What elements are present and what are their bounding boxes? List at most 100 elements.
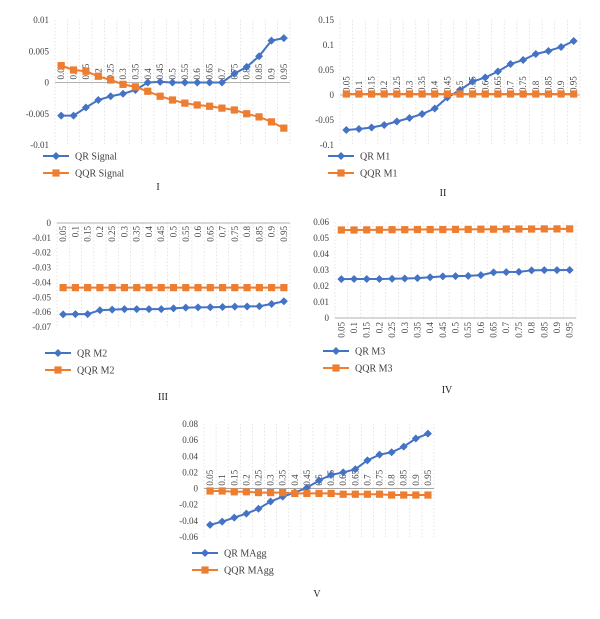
data-point (133, 284, 141, 292)
data-point (519, 56, 528, 64)
data-point (94, 96, 103, 104)
x-tick-label: 0.85 (254, 226, 264, 242)
panel-label: II (440, 188, 447, 199)
data-point (355, 90, 363, 98)
legend-label: QR M2 (77, 349, 107, 360)
data-point (375, 450, 384, 459)
panel-label: I (156, 182, 159, 193)
x-tick-label: 0.65 (205, 226, 215, 242)
panel-iii: 0 -0.01 -0.02 -0.03 -0.04 -0.05 -0.06 -0.07 0.05… (32, 218, 291, 403)
data-point (400, 491, 408, 499)
y-tick-label: 0 (45, 78, 50, 88)
x-tick-label: 0.95 (423, 469, 433, 485)
x-tick-label: 0.7 (362, 474, 372, 486)
data-point (230, 106, 238, 114)
data-point (243, 302, 252, 311)
data-point (401, 226, 409, 234)
x-tick-label: 0.9 (267, 226, 277, 238)
data-point (468, 77, 477, 86)
data-point (266, 489, 275, 497)
data-point (327, 489, 335, 498)
data-point (83, 310, 92, 319)
data-point (342, 126, 351, 134)
y-tick-label: 0.05 (313, 233, 329, 243)
data-point (528, 225, 536, 233)
y-tick-label: 0 (47, 218, 52, 228)
x-tick-label: 0.1 (69, 68, 79, 79)
x-tick-label: 0.25 (392, 76, 402, 92)
legend-entry: QR Signal (43, 152, 117, 163)
data-point (354, 125, 363, 133)
x-tick-label: 0.1 (354, 81, 364, 92)
data-point (388, 491, 396, 499)
data-point (242, 488, 250, 496)
y-tick-label: -0.005 (26, 109, 50, 119)
data-point (392, 117, 401, 126)
data-point (157, 284, 165, 292)
data-point (206, 520, 215, 529)
data-point (84, 284, 92, 292)
x-tick-label: 0.9 (411, 474, 421, 486)
data-point (143, 78, 152, 87)
y-tick-label: 0.04 (182, 451, 198, 461)
data-point (291, 489, 299, 498)
data-point (569, 37, 578, 45)
x-tick-label: 0.9 (266, 68, 276, 80)
x-tick-label: 0.6 (480, 80, 490, 92)
legend-label: QQR M1 (360, 169, 398, 180)
data-point (120, 284, 129, 292)
x-tick-label: 0.2 (379, 81, 389, 92)
data-point (502, 268, 511, 277)
y-tick-label: -0.06 (179, 532, 198, 542)
data-point (218, 284, 227, 292)
data-point (489, 225, 498, 233)
x-tick-label: 0.05 (205, 469, 215, 485)
x-tick-label: 0.05 (336, 322, 346, 338)
data-point (96, 284, 104, 292)
x-tick-label: 0.25 (253, 469, 263, 485)
data-point (350, 274, 359, 283)
data-point (552, 266, 561, 275)
x-tick-label: 0.15 (229, 469, 239, 485)
x-tick-label: 0.1 (349, 322, 359, 333)
x-tick-label: 0.4 (290, 474, 300, 486)
data-point (169, 284, 178, 292)
data-point (231, 284, 239, 292)
data-point (267, 118, 276, 126)
x-tick-label: 0.85 (543, 76, 553, 92)
x-tick-label: 0.65 (350, 469, 360, 485)
data-point (243, 284, 251, 292)
data-point (393, 90, 401, 98)
data-point (337, 275, 346, 284)
data-point (514, 267, 523, 276)
data-point (254, 489, 263, 497)
data-point (218, 517, 227, 526)
data-point (443, 90, 451, 98)
data-point (157, 305, 166, 314)
y-tick-label: -0.05 (32, 292, 51, 302)
y-tick-label: 0.01 (313, 297, 329, 307)
x-tick-label: 0.7 (501, 321, 511, 333)
data-point (194, 284, 202, 292)
data-point (243, 110, 251, 118)
x-tick-label: 0.75 (514, 322, 524, 338)
data-point (280, 284, 288, 292)
x-tick-label: 0.6 (192, 68, 202, 80)
y-tick-label: 0.01 (33, 15, 49, 25)
x-tick-label: 0.8 (387, 474, 397, 486)
data-point (94, 72, 102, 80)
data-point (71, 310, 80, 319)
x-tick-label: 0.65 (489, 321, 499, 337)
legend-label: QQR Signal (75, 169, 124, 180)
data-point (206, 303, 215, 312)
x-tick-label: 0.7 (217, 68, 227, 80)
legend-label: QR Signal (75, 152, 117, 163)
x-tick-label: 0.6 (338, 474, 348, 486)
data-point (255, 284, 263, 292)
data-point (494, 90, 502, 98)
data-point (280, 124, 288, 132)
x-tick-label: 0.8 (531, 80, 541, 92)
data-point (108, 284, 116, 292)
data-point (544, 90, 553, 98)
